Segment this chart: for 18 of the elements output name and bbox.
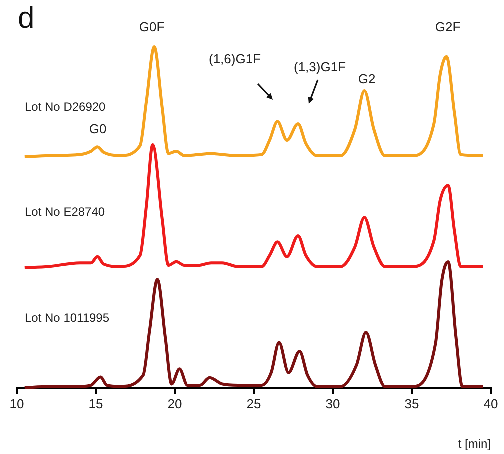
x-tick-label: 35 bbox=[404, 396, 420, 412]
annotation: G2 bbox=[358, 72, 376, 87]
annotation: Lot No D26920 bbox=[25, 100, 106, 114]
annotation: Lot No E28740 bbox=[25, 204, 106, 219]
x-tick-label: 15 bbox=[88, 396, 104, 412]
x-tick-label: 10 bbox=[10, 396, 24, 412]
annotation: (1,3)G1F bbox=[294, 60, 346, 75]
x-tick-label: 20 bbox=[168, 396, 182, 412]
x-tick-label: 25 bbox=[246, 396, 262, 412]
annotation: (1,6)G1F bbox=[208, 52, 262, 67]
text: G0F bbox=[139, 20, 165, 35]
chart-title: d bbox=[18, 2, 35, 36]
annotation: G0 bbox=[89, 122, 107, 137]
x-axis-title: t [min] bbox=[458, 437, 491, 452]
annotation: Lot No 1011995 bbox=[25, 311, 110, 326]
text: G2F bbox=[435, 20, 461, 35]
x-tick-label: 30 bbox=[326, 396, 340, 412]
x-tick-label: 40 bbox=[484, 396, 498, 412]
